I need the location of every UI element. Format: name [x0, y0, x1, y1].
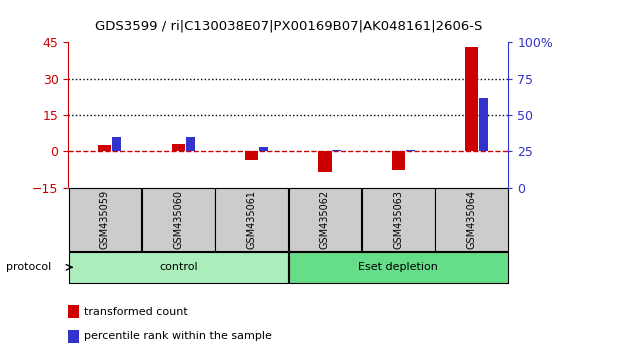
Text: GSM435060: GSM435060: [173, 190, 184, 249]
Bar: [479, 98, 488, 152]
FancyBboxPatch shape: [289, 188, 361, 251]
Bar: [259, 147, 268, 152]
Bar: [112, 137, 121, 152]
FancyBboxPatch shape: [215, 188, 288, 251]
Bar: [392, 152, 405, 170]
FancyBboxPatch shape: [362, 188, 435, 251]
Text: GSM435059: GSM435059: [100, 190, 110, 249]
Bar: [332, 150, 341, 152]
Text: percentile rank within the sample: percentile rank within the sample: [84, 331, 272, 341]
FancyBboxPatch shape: [69, 252, 288, 282]
Bar: [186, 137, 195, 152]
Text: control: control: [159, 262, 198, 272]
Bar: [172, 144, 185, 152]
FancyBboxPatch shape: [289, 252, 508, 282]
Text: GSM435061: GSM435061: [247, 190, 257, 249]
Bar: [99, 145, 112, 152]
Bar: [406, 150, 415, 152]
Bar: [245, 152, 258, 160]
Text: protocol: protocol: [6, 262, 51, 272]
Bar: [465, 47, 478, 152]
FancyBboxPatch shape: [69, 188, 141, 251]
Text: GDS3599 / ri|C130038E07|PX00169B07|AK048161|2606-S: GDS3599 / ri|C130038E07|PX00169B07|AK048…: [95, 19, 482, 33]
FancyBboxPatch shape: [142, 188, 215, 251]
Text: transformed count: transformed count: [84, 307, 187, 316]
Bar: [319, 152, 332, 172]
Text: GSM435062: GSM435062: [320, 190, 330, 249]
Text: GSM435063: GSM435063: [393, 190, 404, 249]
Text: Eset depletion: Eset depletion: [358, 262, 438, 272]
Text: GSM435064: GSM435064: [467, 190, 477, 249]
FancyBboxPatch shape: [435, 188, 508, 251]
